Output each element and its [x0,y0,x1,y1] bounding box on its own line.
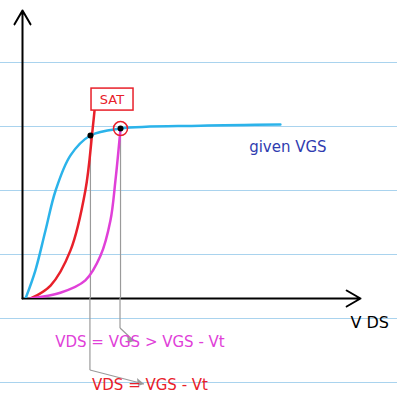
svg-text:V DS: V DS [350,313,389,332]
svg-text:VDS = VGS - Vt: VDS = VGS - Vt [92,376,208,394]
svg-text:VDS = VGS > VGS - Vt: VDS = VGS > VGS - Vt [55,333,225,351]
svg-text:given VGS: given VGS [249,138,326,156]
svg-text:SAT: SAT [100,92,124,107]
